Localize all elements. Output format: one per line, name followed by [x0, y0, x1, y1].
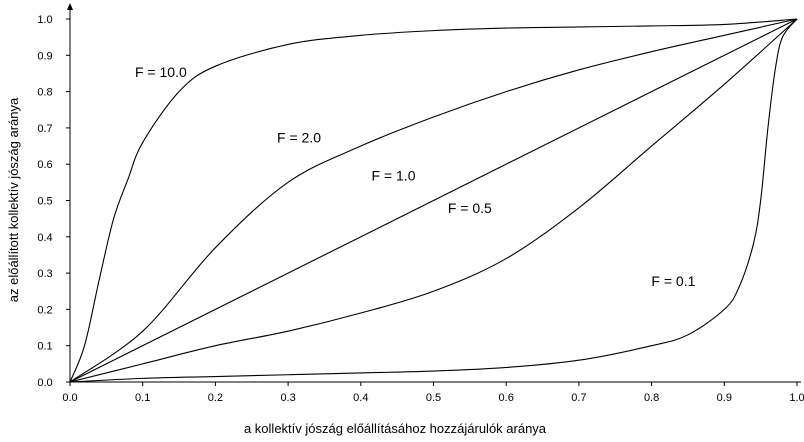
curve-f2-0: [69, 18, 798, 383]
curve-label: F = 0.5: [448, 200, 492, 216]
y-tick-label: 0.2: [37, 304, 52, 316]
curve-f1-0: [69, 18, 798, 383]
y-tick-label: 0.9: [37, 50, 52, 62]
curve-f0-5: [69, 18, 798, 383]
x-tick-label: 0.0: [62, 392, 77, 404]
x-tick-label: 0.2: [208, 392, 223, 404]
x-axis-title: a kollektív jószág előállításához hozzáj…: [244, 421, 547, 436]
y-tick-label: 0.0: [37, 377, 52, 389]
y-tick-label: 0.4: [37, 232, 52, 244]
x-tick-label: 0.8: [644, 392, 659, 404]
y-tick-label: 0.5: [37, 196, 52, 208]
x-tick-label: 0.6: [499, 392, 514, 404]
x-tick-label: 0.5: [426, 392, 441, 404]
y-tick-label: 1.0: [37, 14, 52, 26]
x-tick-label: 0.9: [717, 392, 732, 404]
curve-label: F = 2.0: [277, 129, 321, 145]
x-tick-label: 0.7: [571, 392, 586, 404]
curve-label: F = 1.0: [372, 168, 416, 184]
curves: [69, 18, 798, 383]
curve-labels: F = 10.0 F = 2.0 F = 1.0 F = 0.5 F = 0.1: [135, 64, 696, 289]
y-tick-label: 0.6: [37, 159, 52, 171]
x-tick-label: 0.1: [135, 392, 150, 404]
y-axis-title: az előállított kollektív jószág aránya: [6, 97, 21, 302]
y-tick-label: 0.3: [37, 268, 52, 280]
x-tick-label: 0.4: [353, 392, 368, 404]
x-tick-label: 1.0: [789, 392, 804, 404]
axes: 0.0 0.1 0.2 0.3 0.4 0.5 0.6 0.7 0.8 0.9 1.0 0.0 0.1 0…: [37, 3, 804, 404]
curve-f10-0: [69, 18, 798, 383]
curve-f0-1: [69, 18, 798, 383]
curve-label: F = 10.0: [135, 64, 187, 80]
y-tick-label: 0.1: [37, 341, 52, 353]
x-tick-label: 0.3: [280, 392, 295, 404]
curve-label: F = 0.1: [651, 273, 695, 289]
y-tick-label: 0.7: [37, 123, 52, 135]
y-tick-label: 0.8: [37, 87, 52, 99]
y-axis-arrow: [67, 3, 73, 10]
